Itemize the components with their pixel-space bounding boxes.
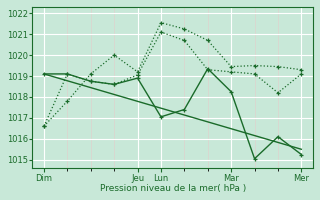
X-axis label: Pression niveau de la mer( hPa ): Pression niveau de la mer( hPa ) <box>100 184 246 193</box>
